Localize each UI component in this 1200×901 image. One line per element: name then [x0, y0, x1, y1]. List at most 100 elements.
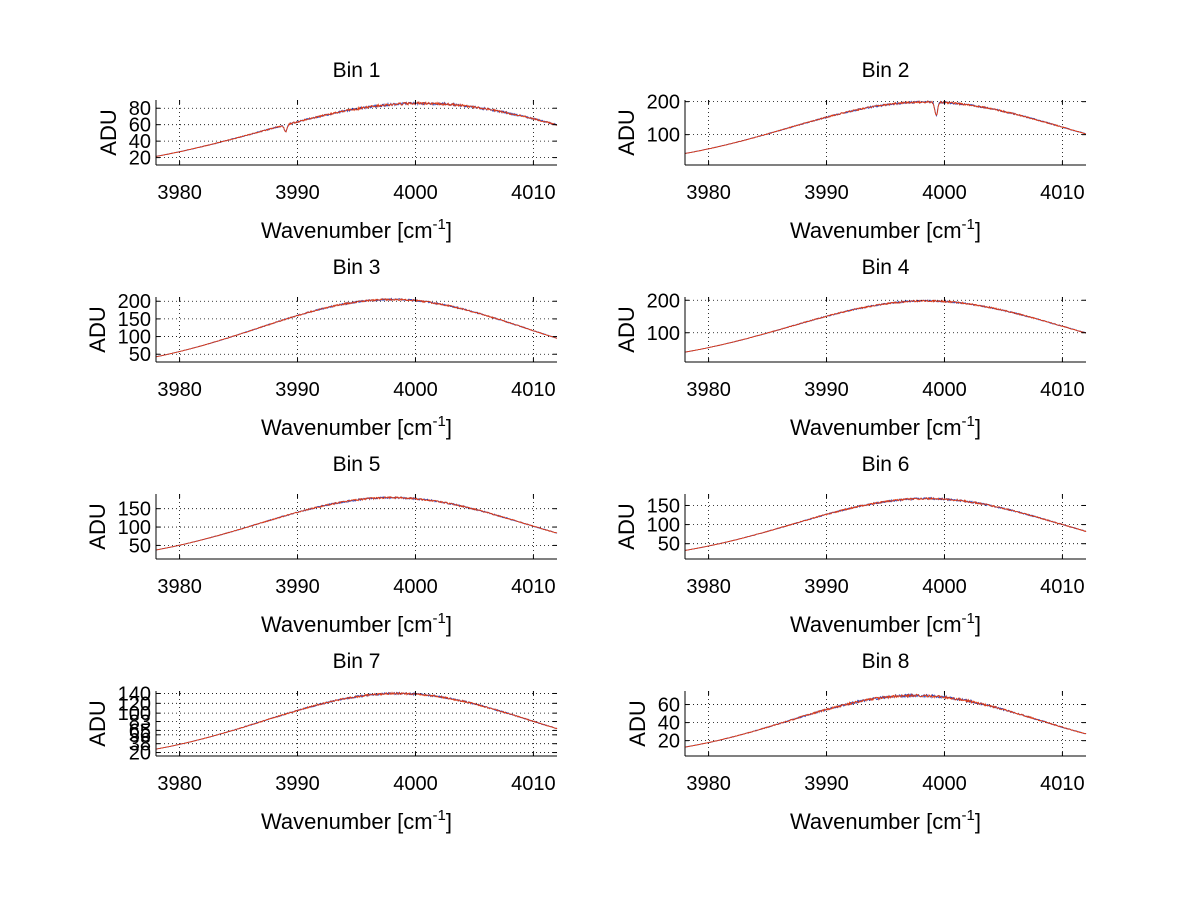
y-tick-label: 150	[118, 309, 151, 331]
y-tick-label: 200	[647, 92, 680, 114]
x-axis-label-main: Wavenumber [cm	[261, 809, 433, 834]
x-axis-label: Wavenumber [cm-1]	[790, 216, 981, 243]
y-tick-label: 60	[129, 115, 151, 137]
x-axis-label-main: Wavenumber [cm	[261, 218, 433, 243]
x-axis-label-superscript: -1	[962, 807, 975, 824]
x-tick-label: 4010	[511, 379, 556, 401]
y-tick-label: 100	[118, 703, 151, 725]
y-tick-label: 200	[118, 291, 151, 313]
y-tick-label: 100	[647, 515, 680, 537]
x-tick-label: 3980	[157, 576, 202, 598]
x-axis-label-main: Wavenumber [cm	[261, 415, 433, 440]
y-tick-label: 150	[647, 495, 680, 517]
x-tick-label: 3980	[157, 773, 202, 795]
x-tick-label: 4010	[1040, 182, 1085, 204]
x-tick-label: 3980	[157, 379, 202, 401]
y-axis-label: ADU	[85, 700, 110, 746]
y-tick-label: 20	[129, 148, 151, 170]
y-tick-label: 140	[118, 683, 151, 705]
chart-title: Bin 3	[333, 256, 381, 279]
y-tick-label: 20	[129, 743, 151, 765]
x-axis-label: Wavenumber [cm-1]	[261, 413, 452, 440]
y-tick-label: 100	[118, 327, 151, 349]
chart-title: Bin 2	[862, 59, 910, 82]
y-tick-label: 20	[658, 731, 680, 753]
series-line-series-2	[684, 100, 1087, 155]
y-axis-label: ADU	[614, 109, 639, 155]
x-axis-label-main: Wavenumber [cm	[790, 612, 962, 637]
x-axis-label-end: ]	[975, 218, 981, 243]
y-tick-label: 65	[129, 720, 151, 742]
x-tick-label: 4000	[922, 576, 967, 598]
x-axis-label: Wavenumber [cm-1]	[261, 807, 452, 834]
series-line-series-2	[155, 691, 558, 750]
series-line-series-2	[155, 100, 558, 157]
y-tick-label: 56	[129, 725, 151, 747]
x-tick-label: 3990	[804, 773, 849, 795]
x-tick-label: 3990	[275, 379, 320, 401]
x-tick-label: 4010	[1040, 379, 1085, 401]
x-axis-label: Wavenumber [cm-1]	[261, 216, 452, 243]
y-tick-label: 40	[129, 131, 151, 153]
x-axis-label-end: ]	[446, 415, 452, 440]
x-axis-label-superscript: -1	[433, 610, 446, 627]
x-tick-label: 3980	[686, 773, 731, 795]
subplot-bin-2: 3980 3990 4000 4010 100 200 Bin 2 Wavenumber [c…	[614, 59, 1087, 243]
x-tick-label: 4000	[922, 773, 967, 795]
y-axis-label: ADU	[614, 306, 639, 352]
y-tick-label: 50	[129, 535, 151, 557]
x-tick-label: 4000	[393, 182, 438, 204]
x-tick-label: 3980	[686, 379, 731, 401]
x-axis-label-end: ]	[975, 612, 981, 637]
y-tick-label: 50	[658, 534, 680, 556]
x-axis-label-main: Wavenumber [cm	[790, 809, 962, 834]
y-tick-label: 120	[118, 693, 151, 715]
x-tick-label: 3990	[275, 576, 320, 598]
x-tick-label: 4010	[511, 576, 556, 598]
x-axis-label-superscript: -1	[433, 216, 446, 233]
x-tick-label: 4010	[511, 773, 556, 795]
x-tick-label: 4010	[1040, 773, 1085, 795]
x-axis-label-superscript: -1	[962, 413, 975, 430]
x-axis-label: Wavenumber [cm-1]	[790, 610, 981, 637]
x-tick-label: 3990	[275, 182, 320, 204]
y-tick-label: 38	[129, 734, 151, 756]
y-tick-label: 200	[647, 290, 680, 312]
x-tick-label: 4000	[922, 182, 967, 204]
chart-title: Bin 5	[333, 453, 381, 476]
x-axis-label-end: ]	[975, 415, 981, 440]
series-line-series-2	[684, 496, 1087, 551]
series-line-series-2	[684, 693, 1087, 748]
chart-title: Bin 4	[862, 256, 910, 279]
x-axis-label-end: ]	[975, 809, 981, 834]
x-axis-label-superscript: -1	[433, 413, 446, 430]
chart-title: Bin 6	[862, 453, 910, 476]
x-tick-label: 3990	[804, 182, 849, 204]
chart-title: Bin 8	[862, 650, 910, 673]
x-tick-label: 4000	[393, 379, 438, 401]
x-axis-label-superscript: -1	[962, 216, 975, 233]
x-axis-label-main: Wavenumber [cm	[261, 612, 433, 637]
x-axis-label-main: Wavenumber [cm	[790, 415, 962, 440]
x-tick-label: 3990	[275, 773, 320, 795]
x-tick-label: 3990	[804, 379, 849, 401]
y-axis-label: ADU	[614, 503, 639, 549]
x-tick-label: 3980	[157, 182, 202, 204]
subplot-bin-4: 3980 3990 4000 4010 100 200 Bin 4 Wavenumber [c…	[614, 256, 1087, 440]
y-tick-label: 150	[118, 499, 151, 521]
y-tick-label: 50	[129, 344, 151, 366]
y-tick-label: 60	[658, 695, 680, 717]
x-axis-label-superscript: -1	[962, 610, 975, 627]
chart-title: Bin 1	[333, 59, 381, 82]
x-axis-label-end: ]	[446, 218, 452, 243]
y-axis-label: ADU	[96, 109, 121, 155]
y-axis-label: ADU	[625, 700, 650, 746]
x-tick-label: 4000	[393, 576, 438, 598]
chart-title: Bin 7	[333, 650, 381, 673]
x-axis-label-end: ]	[446, 809, 452, 834]
